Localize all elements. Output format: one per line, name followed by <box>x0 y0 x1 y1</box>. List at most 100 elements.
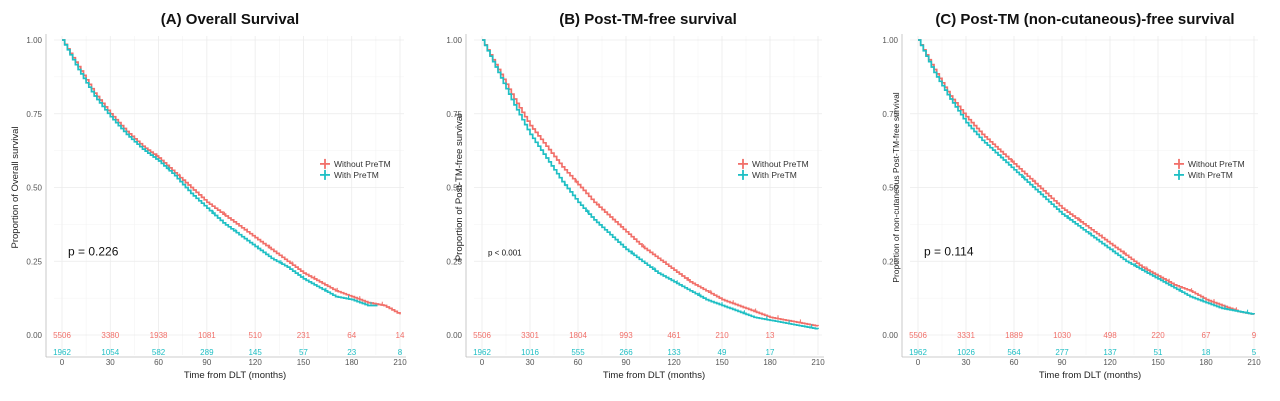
y-axis-label: Proportion of Post-TM-free survival <box>454 114 465 261</box>
risk-count-with: 133 <box>667 348 681 357</box>
risk-count-without: 67 <box>1202 331 1211 340</box>
risk-count-without: 210 <box>715 331 729 340</box>
risk-count-with: 5 <box>1252 348 1257 357</box>
risk-count-without: 993 <box>619 331 633 340</box>
risk-count-with: 1026 <box>957 348 975 357</box>
panel-title: (B) Post-TM-free survival <box>559 11 737 28</box>
risk-count-with: 137 <box>1103 348 1117 357</box>
risk-count-with: 145 <box>248 348 262 357</box>
x-tick-label: 90 <box>622 358 631 367</box>
risk-count-with: 51 <box>1154 348 1163 357</box>
risk-count-with: 23 <box>347 348 356 357</box>
risk-count-with: 57 <box>299 348 308 357</box>
y-axis-label: Proportion of non-cutaneous Post-TM-free… <box>891 92 901 283</box>
x-axis-label: Time from DLT (months) <box>184 370 286 381</box>
km-curve-with <box>918 39 1255 315</box>
legend-label-with: With PreTM <box>752 170 797 180</box>
x-tick-label: 210 <box>811 358 825 367</box>
legend-label-without: Without PreTM <box>752 159 809 169</box>
risk-count-without: 13 <box>766 331 775 340</box>
legend-label-without: Without PreTM <box>334 159 391 169</box>
risk-count-without: 220 <box>1151 331 1165 340</box>
y-tick-label: 0.00 <box>446 331 462 340</box>
risk-count-without: 1081 <box>198 331 216 340</box>
x-tick-label: 30 <box>106 358 115 367</box>
km-panel-3: (C) Post-TM (non-cutaneous)-free surviva… <box>882 11 1261 381</box>
y-tick-label: 0.25 <box>446 257 462 266</box>
x-tick-label: 120 <box>248 358 262 367</box>
risk-count-without: 1889 <box>1005 331 1023 340</box>
y-tick-label: 1.00 <box>26 36 42 45</box>
y-tick-label: 0.50 <box>446 184 462 193</box>
y-tick-label: 0.25 <box>26 257 42 266</box>
y-tick-label: 0.75 <box>26 110 42 119</box>
x-tick-label: 30 <box>526 358 535 367</box>
panel-title: (C) Post-TM (non-cutaneous)-free surviva… <box>935 11 1234 28</box>
risk-count-with: 8 <box>398 348 403 357</box>
x-tick-label: 90 <box>202 358 211 367</box>
x-tick-label: 210 <box>1247 358 1261 367</box>
risk-count-without: 1938 <box>150 331 168 340</box>
x-tick-label: 60 <box>154 358 163 367</box>
km-panel-1: (A) Overall Survival 0.00 0.25 0.50 0.75 1.00… <box>10 11 407 381</box>
risk-count-with: 1054 <box>101 348 119 357</box>
x-tick-label: 150 <box>1151 358 1165 367</box>
km-curve-without <box>918 39 1255 315</box>
legend-label-with: With PreTM <box>334 170 379 180</box>
risk-count-without: 510 <box>248 331 262 340</box>
risk-count-with: 266 <box>619 348 633 357</box>
risk-count-without: 64 <box>347 331 356 340</box>
x-tick-label: 0 <box>60 358 65 367</box>
x-tick-label: 150 <box>297 358 311 367</box>
risk-count-with: 1016 <box>521 348 539 357</box>
risk-count-with: 564 <box>1007 348 1021 357</box>
risk-count-without: 14 <box>396 331 405 340</box>
x-tick-label: 210 <box>393 358 407 367</box>
p-value: p = 0.226 <box>68 244 119 258</box>
risk-count-without: 3331 <box>957 331 975 340</box>
risk-count-with: 1962 <box>473 348 491 357</box>
risk-count-without: 231 <box>297 331 311 340</box>
risk-count-with: 289 <box>200 348 214 357</box>
x-tick-label: 180 <box>1199 358 1213 367</box>
risk-count-with: 582 <box>152 348 166 357</box>
risk-count-with: 1962 <box>909 348 927 357</box>
x-axis-label: Time from DLT (months) <box>1039 370 1141 381</box>
x-tick-label: 60 <box>574 358 583 367</box>
y-tick-label: 0.00 <box>26 331 42 340</box>
y-axis-label: Proportion of Overall survival <box>10 127 21 249</box>
p-value: p = 0.114 <box>924 244 974 258</box>
risk-count-without: 3380 <box>101 331 119 340</box>
risk-count-without: 5506 <box>909 331 927 340</box>
y-tick-label: 0.25 <box>882 257 898 266</box>
y-tick-label: 0.00 <box>882 331 898 340</box>
x-tick-label: 60 <box>1010 358 1019 367</box>
risk-count-without: 5506 <box>473 331 491 340</box>
x-tick-label: 30 <box>962 358 971 367</box>
y-tick-label: 0.75 <box>446 110 462 119</box>
risk-count-with: 1962 <box>53 348 71 357</box>
y-tick-label: 1.00 <box>446 36 462 45</box>
risk-count-without: 1030 <box>1053 331 1071 340</box>
km-panel-2: (B) Post-TM-free survival 0.00 0.25 0.50 0.7… <box>446 11 825 381</box>
y-tick-label: 1.00 <box>882 36 898 45</box>
risk-count-with: 17 <box>766 348 775 357</box>
risk-count-without: 461 <box>667 331 681 340</box>
x-tick-label: 180 <box>763 358 777 367</box>
risk-count-with: 555 <box>571 348 585 357</box>
x-tick-label: 0 <box>480 358 485 367</box>
legend-label-without: Without PreTM <box>1188 159 1245 169</box>
risk-count-without: 9 <box>1252 331 1257 340</box>
y-tick-label: 0.50 <box>26 184 42 193</box>
legend-label-with: With PreTM <box>1188 170 1233 180</box>
risk-count-with: 277 <box>1055 348 1069 357</box>
risk-count-without: 498 <box>1103 331 1117 340</box>
risk-count-without: 3301 <box>521 331 539 340</box>
risk-count-without: 5506 <box>53 331 71 340</box>
x-tick-label: 0 <box>916 358 921 367</box>
x-tick-label: 90 <box>1058 358 1067 367</box>
risk-count-with: 18 <box>1202 348 1211 357</box>
p-value: p < 0.001 <box>488 248 522 257</box>
